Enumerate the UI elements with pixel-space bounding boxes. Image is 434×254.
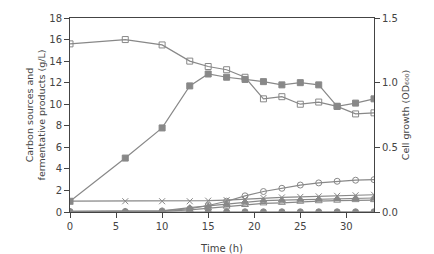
- svg-text:5: 5: [113, 221, 119, 232]
- svg-text:30: 30: [340, 221, 353, 232]
- svg-text:0.5: 0.5: [382, 142, 398, 153]
- svg-text:16: 16: [49, 34, 62, 45]
- svg-text:6: 6: [56, 142, 62, 153]
- svg-text:0: 0: [67, 221, 73, 232]
- svg-text:20: 20: [248, 221, 261, 232]
- svg-text:12: 12: [49, 77, 62, 88]
- svg-text:1.5: 1.5: [382, 13, 398, 24]
- svg-text:Carbon sources andfermentative: Carbon sources andfermentative products …: [24, 50, 47, 181]
- svg-text:8: 8: [56, 120, 62, 131]
- svg-text:2: 2: [56, 185, 62, 196]
- svg-text:10: 10: [49, 99, 62, 110]
- svg-text:15: 15: [202, 221, 215, 232]
- svg-text:0.0: 0.0: [382, 207, 398, 218]
- svg-text:0: 0: [56, 207, 62, 218]
- svg-text:14: 14: [49, 56, 62, 67]
- svg-text:18: 18: [49, 13, 62, 24]
- svg-text:Time (h): Time (h): [200, 243, 243, 254]
- svg-text:25: 25: [294, 221, 307, 232]
- svg-text:10: 10: [156, 221, 169, 232]
- svg-text:Cell growth (OD₆₀₀): Cell growth (OD₆₀₀): [400, 70, 411, 160]
- svg-text:1.0: 1.0: [382, 77, 398, 88]
- svg-text:4: 4: [56, 163, 62, 174]
